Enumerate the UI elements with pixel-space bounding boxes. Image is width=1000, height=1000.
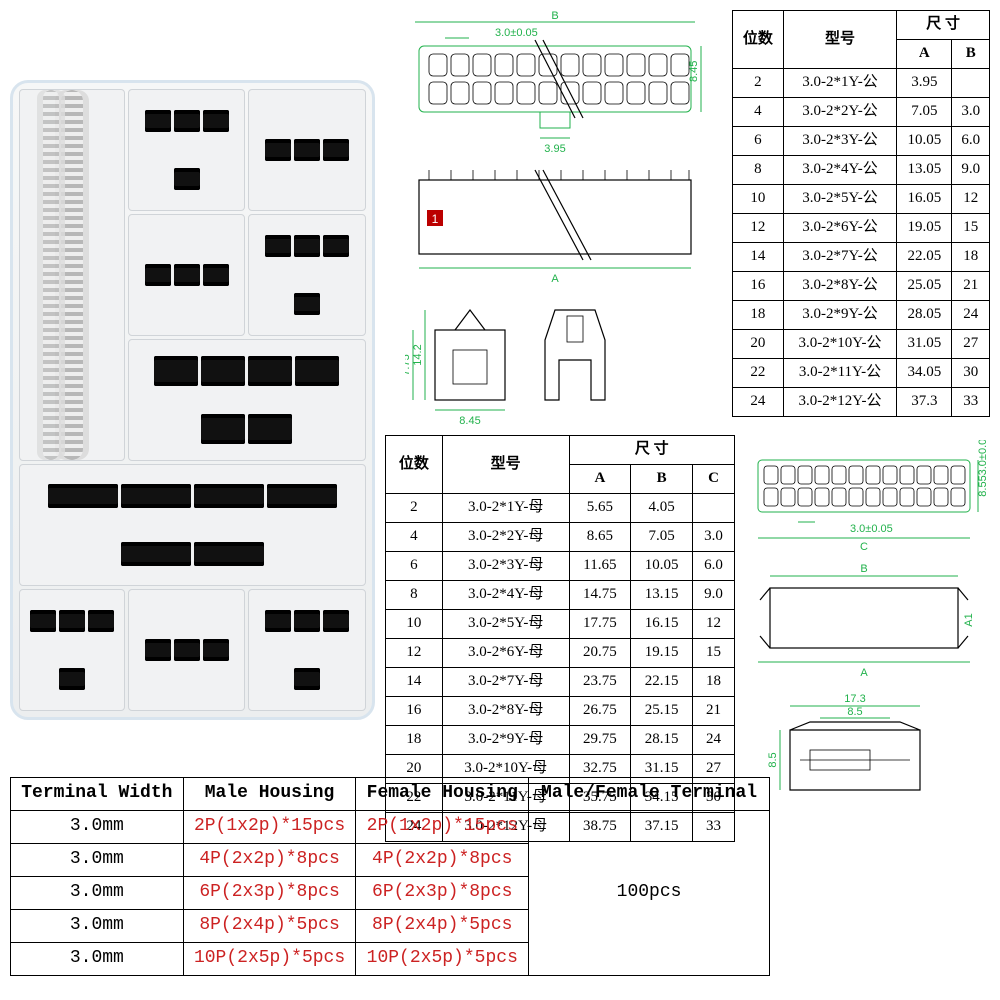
- th-dim: 尺 寸: [897, 11, 990, 40]
- housing-cell: [19, 589, 125, 711]
- table-row: 223.0-2*11Y-公34.0530: [733, 359, 990, 388]
- dim-h2: 7.75: [405, 354, 412, 375]
- table-row: 103.0-2*5Y-母17.7516.1512: [386, 610, 735, 639]
- table-row: 163.0-2*8Y-公25.0521: [733, 272, 990, 301]
- table-row: 143.0-2*7Y-公22.0518: [733, 243, 990, 272]
- male-connector-drawing: B 3.0±0.05 8.45: [405, 10, 705, 430]
- table-row: 163.0-2*8Y-母26.7525.1521: [386, 697, 735, 726]
- dim-pitch: 3.0±0.05: [495, 27, 538, 39]
- th-pos: 位数: [733, 11, 784, 69]
- dim-pitch-f: 3.0±0.05: [850, 523, 893, 535]
- table-row: 183.0-2*9Y-公28.0524: [733, 301, 990, 330]
- dim-8-55: 8.55: [977, 475, 989, 496]
- dim-a1: A1: [963, 613, 975, 626]
- housing-cell: [128, 339, 366, 461]
- table-row: 203.0-2*10Y-公31.0527: [733, 330, 990, 359]
- table-row: 23.0-2*1Y-公3.95: [733, 69, 990, 98]
- th-mt: Male/Female Terminal: [529, 778, 770, 811]
- dim-17-3: 17.3: [844, 693, 865, 705]
- male-dimension-table: 位数 型号 尺 寸 A B 23.0-2*1Y-公3.9543.0-2*2Y-公…: [732, 10, 990, 417]
- dim-h: 8.45: [688, 61, 700, 82]
- dim-c: C: [860, 541, 868, 553]
- dim-h1: 14.2: [412, 344, 424, 365]
- th-b: B: [952, 40, 990, 69]
- housing-cell: [128, 89, 246, 211]
- dim-8-5: 8.5: [847, 706, 862, 718]
- table-row: 143.0-2*7Y-母23.7522.1518: [386, 668, 735, 697]
- product-photo: [10, 80, 375, 720]
- th-model: 型号: [783, 11, 896, 69]
- housing-cell: [19, 464, 366, 586]
- th-a: A: [897, 40, 952, 69]
- th-model: 型号: [442, 436, 569, 494]
- th-pos: 位数: [386, 436, 443, 494]
- dim-key: 3.95: [544, 143, 565, 155]
- table-row: 43.0-2*2Y-公7.053.0: [733, 98, 990, 127]
- dim-a: A: [551, 273, 559, 285]
- table-row: 243.0-2*12Y-公37.333: [733, 388, 990, 417]
- dim-3-0: 3.0±0.05: [977, 440, 989, 475]
- dim-w: 8.45: [459, 415, 480, 427]
- table-row: 123.0-2*6Y-母20.7519.1515: [386, 639, 735, 668]
- housing-cell: [128, 589, 246, 711]
- table-row: 43.0-2*2Y-母8.657.053.0: [386, 523, 735, 552]
- dim-b: B: [860, 563, 867, 575]
- dim-h: 8.5: [767, 752, 779, 767]
- housing-cell: [128, 214, 246, 336]
- kit-contents-table: Terminal Width Male Housing Female Housi…: [10, 777, 770, 976]
- table-row: 103.0-2*5Y-公16.0512: [733, 185, 990, 214]
- table-row: 83.0-2*4Y-母14.7513.159.0: [386, 581, 735, 610]
- housing-cell: [248, 214, 366, 336]
- female-connector-drawing: 8.55 3.0±0.05 3.0±0.05 C A1 B A 17.3: [750, 440, 990, 810]
- table-row: 83.0-2*4Y-公13.059.0: [733, 156, 990, 185]
- table-row: 183.0-2*9Y-母29.7528.1524: [386, 726, 735, 755]
- th-a: A: [569, 465, 631, 494]
- terminal-strip: [19, 89, 125, 461]
- th-dim: 尺 寸: [569, 436, 734, 465]
- table-row: 63.0-2*3Y-公10.056.0: [733, 127, 990, 156]
- th-c: C: [693, 465, 735, 494]
- table-row: 123.0-2*6Y-公19.0515: [733, 214, 990, 243]
- svg-text:1: 1: [432, 212, 439, 226]
- table-row: 63.0-2*3Y-母11.6510.056.0: [386, 552, 735, 581]
- dim-a: A: [860, 667, 868, 679]
- th-tw: Terminal Width: [11, 778, 184, 811]
- th-b: B: [631, 465, 693, 494]
- table-row: 23.0-2*1Y-母5.654.05: [386, 494, 735, 523]
- th-mh: Male Housing: [183, 778, 356, 811]
- housing-cell: [248, 589, 366, 711]
- housing-cell: [248, 89, 366, 211]
- dim-b: B: [551, 10, 558, 22]
- th-fh: Female Housing: [356, 778, 529, 811]
- table-row: 3.0mm2P(1x2p)*15pcs2P(1x2p)*15pcs100pcs: [11, 811, 770, 844]
